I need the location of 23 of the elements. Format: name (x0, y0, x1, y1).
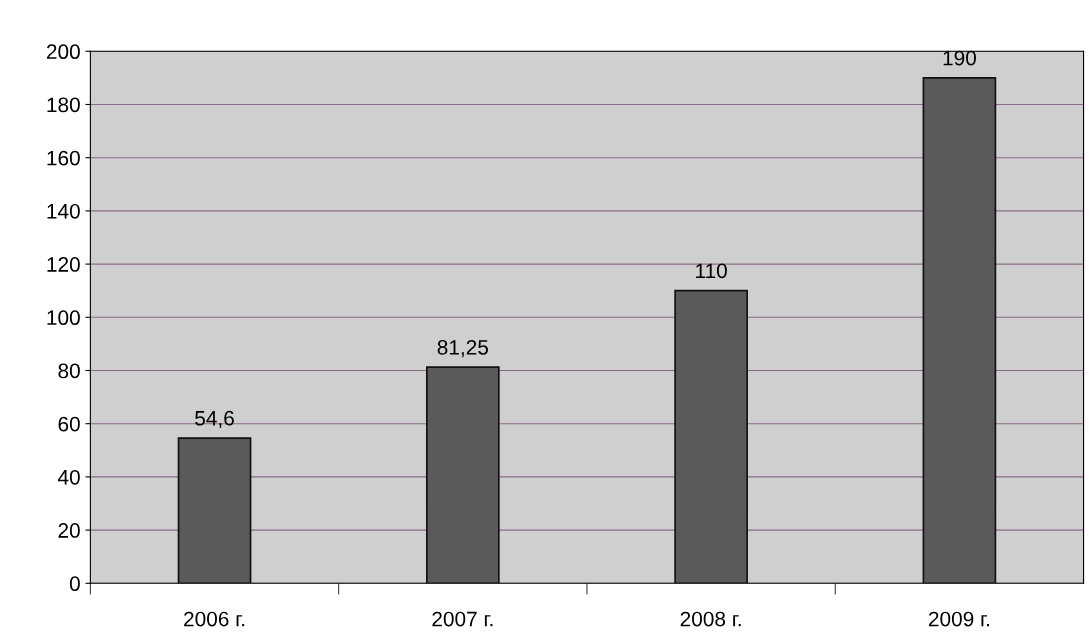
x-tick-label: 2009 г. (928, 611, 989, 627)
x-tick-label: 2006 г. (184, 611, 245, 627)
x-tick-label: 2008 г. (680, 611, 741, 627)
y-tick-label: 140 (47, 203, 80, 219)
data-label: 54,6 (195, 410, 234, 429)
y-tick-label: 200 (46, 44, 80, 60)
y-tick-label: 160 (47, 150, 80, 166)
y-tick-label: 100 (47, 310, 80, 326)
data-label: 190 (943, 50, 976, 66)
y-tick-label: 80 (58, 363, 80, 379)
x-tick-label: 2007 г. (432, 611, 493, 627)
y-tick-label: 20 (58, 523, 80, 538)
y-tick-label: 0 (69, 576, 80, 592)
y-tick-label: 180 (47, 97, 80, 113)
data-label: 81,25 (437, 339, 489, 358)
bar (922, 77, 997, 584)
y-tick-label: 40 (57, 469, 80, 485)
bar (177, 437, 252, 584)
bar (674, 289, 748, 584)
y-tick-label: 60 (58, 416, 80, 432)
data-label: 110 (696, 263, 727, 279)
bar (425, 366, 500, 584)
y-tick-label: 120 (47, 257, 80, 272)
